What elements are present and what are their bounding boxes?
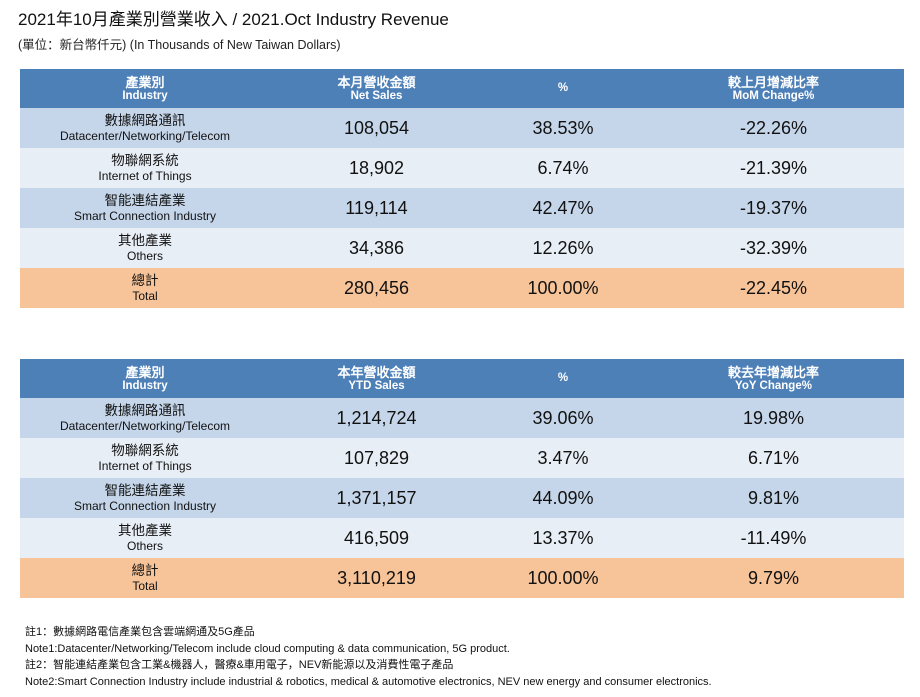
sales-cell: 3,110,219 bbox=[270, 558, 483, 598]
percent-cell: 44.09% bbox=[483, 478, 643, 518]
industry-cell: 數據網路通訊 Datacenter/Networking/Telecom bbox=[20, 398, 270, 438]
sales-cell: 18,902 bbox=[270, 148, 483, 188]
footnotes: 註1：數據網路電信產業包含雲端網通及5G產品 Note1:Datacenter/… bbox=[25, 624, 712, 690]
percent-cell: 42.47% bbox=[483, 188, 643, 228]
header-industry: 產業別 Industry bbox=[20, 69, 270, 108]
table-row: 其他產業 Others 34,386 12.26% -32.39% bbox=[20, 228, 904, 268]
change-cell: 6.71% bbox=[643, 438, 904, 478]
note-2-en: Note2:Smart Connection Industry include … bbox=[25, 675, 712, 688]
table-row: 其他產業 Others 416,509 13.37% -11.49% bbox=[20, 518, 904, 558]
header-mom-change: 較上月增減比率 MoM Change% bbox=[643, 69, 904, 108]
sales-cell: 416,509 bbox=[270, 518, 483, 558]
change-cell: 19.98% bbox=[643, 398, 904, 438]
change-cell: -21.39% bbox=[643, 148, 904, 188]
header-industry: 產業別 Industry bbox=[20, 359, 270, 398]
table-row: 智能連結產業 Smart Connection Industry 1,371,15… bbox=[20, 478, 904, 518]
table-header-row: 產業別 Industry 本年營收金額 YTD Sales % 較去年增減比率 YoY… bbox=[20, 359, 904, 398]
industry-cell: 總計 Total bbox=[20, 268, 270, 308]
industry-cell: 其他產業 Others bbox=[20, 228, 270, 268]
percent-cell: 6.74% bbox=[483, 148, 643, 188]
table-row: 物聯網系統 Internet of Things 18,902 6.74% -21… bbox=[20, 148, 904, 188]
note-1-en: Note1:Datacenter/Networking/Telecom incl… bbox=[25, 642, 510, 655]
change-cell: 9.79% bbox=[643, 558, 904, 598]
table-row: 智能連結產業 Smart Connection Industry 119,114 … bbox=[20, 188, 904, 228]
note-1-zh: 註1：數據網路電信產業包含雲端網通及5G產品 bbox=[25, 626, 255, 638]
percent-cell: 100.00% bbox=[483, 268, 643, 308]
total-row: 總計 Total 280,456 100.00% -22.45% bbox=[20, 268, 904, 308]
unit-subtitle: (單位：新台幣仟元) (In Thousands of New Taiwan D… bbox=[18, 38, 341, 52]
industry-cell: 物聯網系統 Internet of Things bbox=[20, 148, 270, 188]
industry-cell: 數據網路通訊 Datacenter/Networking/Telecom bbox=[20, 108, 270, 148]
industry-cell: 智能連結產業 Smart Connection Industry bbox=[20, 188, 270, 228]
table-header-row: 產業別 Industry 本月營收金額 Net Sales % 較上月增減比率 MoM… bbox=[20, 69, 904, 108]
percent-cell: 39.06% bbox=[483, 398, 643, 438]
header-yoy-change: 較去年增減比率 YoY Change% bbox=[643, 359, 904, 398]
header-net-sales: 本月營收金額 Net Sales bbox=[270, 69, 483, 108]
change-cell: 9.81% bbox=[643, 478, 904, 518]
change-cell: -19.37% bbox=[643, 188, 904, 228]
note-2-zh: 註2：智能連結產業包含工業&機器人，醫療&車用電子，NEV新能源以及消費性電子產… bbox=[25, 659, 454, 671]
sales-cell: 108,054 bbox=[270, 108, 483, 148]
total-row: 總計 Total 3,110,219 100.00% 9.79% bbox=[20, 558, 904, 598]
change-cell: -22.45% bbox=[643, 268, 904, 308]
percent-cell: 38.53% bbox=[483, 108, 643, 148]
header-percent: % bbox=[483, 359, 643, 398]
table-row: 數據網路通訊 Datacenter/Networking/Telecom 1,21… bbox=[20, 398, 904, 438]
sales-cell: 280,456 bbox=[270, 268, 483, 308]
change-cell: -11.49% bbox=[643, 518, 904, 558]
percent-cell: 3.47% bbox=[483, 438, 643, 478]
percent-cell: 12.26% bbox=[483, 228, 643, 268]
sales-cell: 1,214,724 bbox=[270, 398, 483, 438]
industry-cell: 物聯網系統 Internet of Things bbox=[20, 438, 270, 478]
table-row: 數據網路通訊 Datacenter/Networking/Telecom 108,… bbox=[20, 108, 904, 148]
sales-cell: 1,371,157 bbox=[270, 478, 483, 518]
page-title: 2021年10月產業別營業收入 / 2021.Oct Industry Reve… bbox=[18, 10, 449, 29]
ytd-revenue-table: 產業別 Industry 本年營收金額 YTD Sales % 較去年增減比率 YoY… bbox=[20, 359, 904, 598]
industry-cell: 其他產業 Others bbox=[20, 518, 270, 558]
header-percent: % bbox=[483, 69, 643, 108]
change-cell: -22.26% bbox=[643, 108, 904, 148]
industry-cell: 智能連結產業 Smart Connection Industry bbox=[20, 478, 270, 518]
change-cell: -32.39% bbox=[643, 228, 904, 268]
sales-cell: 119,114 bbox=[270, 188, 483, 228]
industry-cell: 總計 Total bbox=[20, 558, 270, 598]
percent-cell: 13.37% bbox=[483, 518, 643, 558]
sales-cell: 107,829 bbox=[270, 438, 483, 478]
header-ytd-sales: 本年營收金額 YTD Sales bbox=[270, 359, 483, 398]
table-row: 物聯網系統 Internet of Things 107,829 3.47% 6.… bbox=[20, 438, 904, 478]
sales-cell: 34,386 bbox=[270, 228, 483, 268]
monthly-revenue-table: 產業別 Industry 本月營收金額 Net Sales % 較上月增減比率 MoM… bbox=[20, 69, 904, 308]
percent-cell: 100.00% bbox=[483, 558, 643, 598]
